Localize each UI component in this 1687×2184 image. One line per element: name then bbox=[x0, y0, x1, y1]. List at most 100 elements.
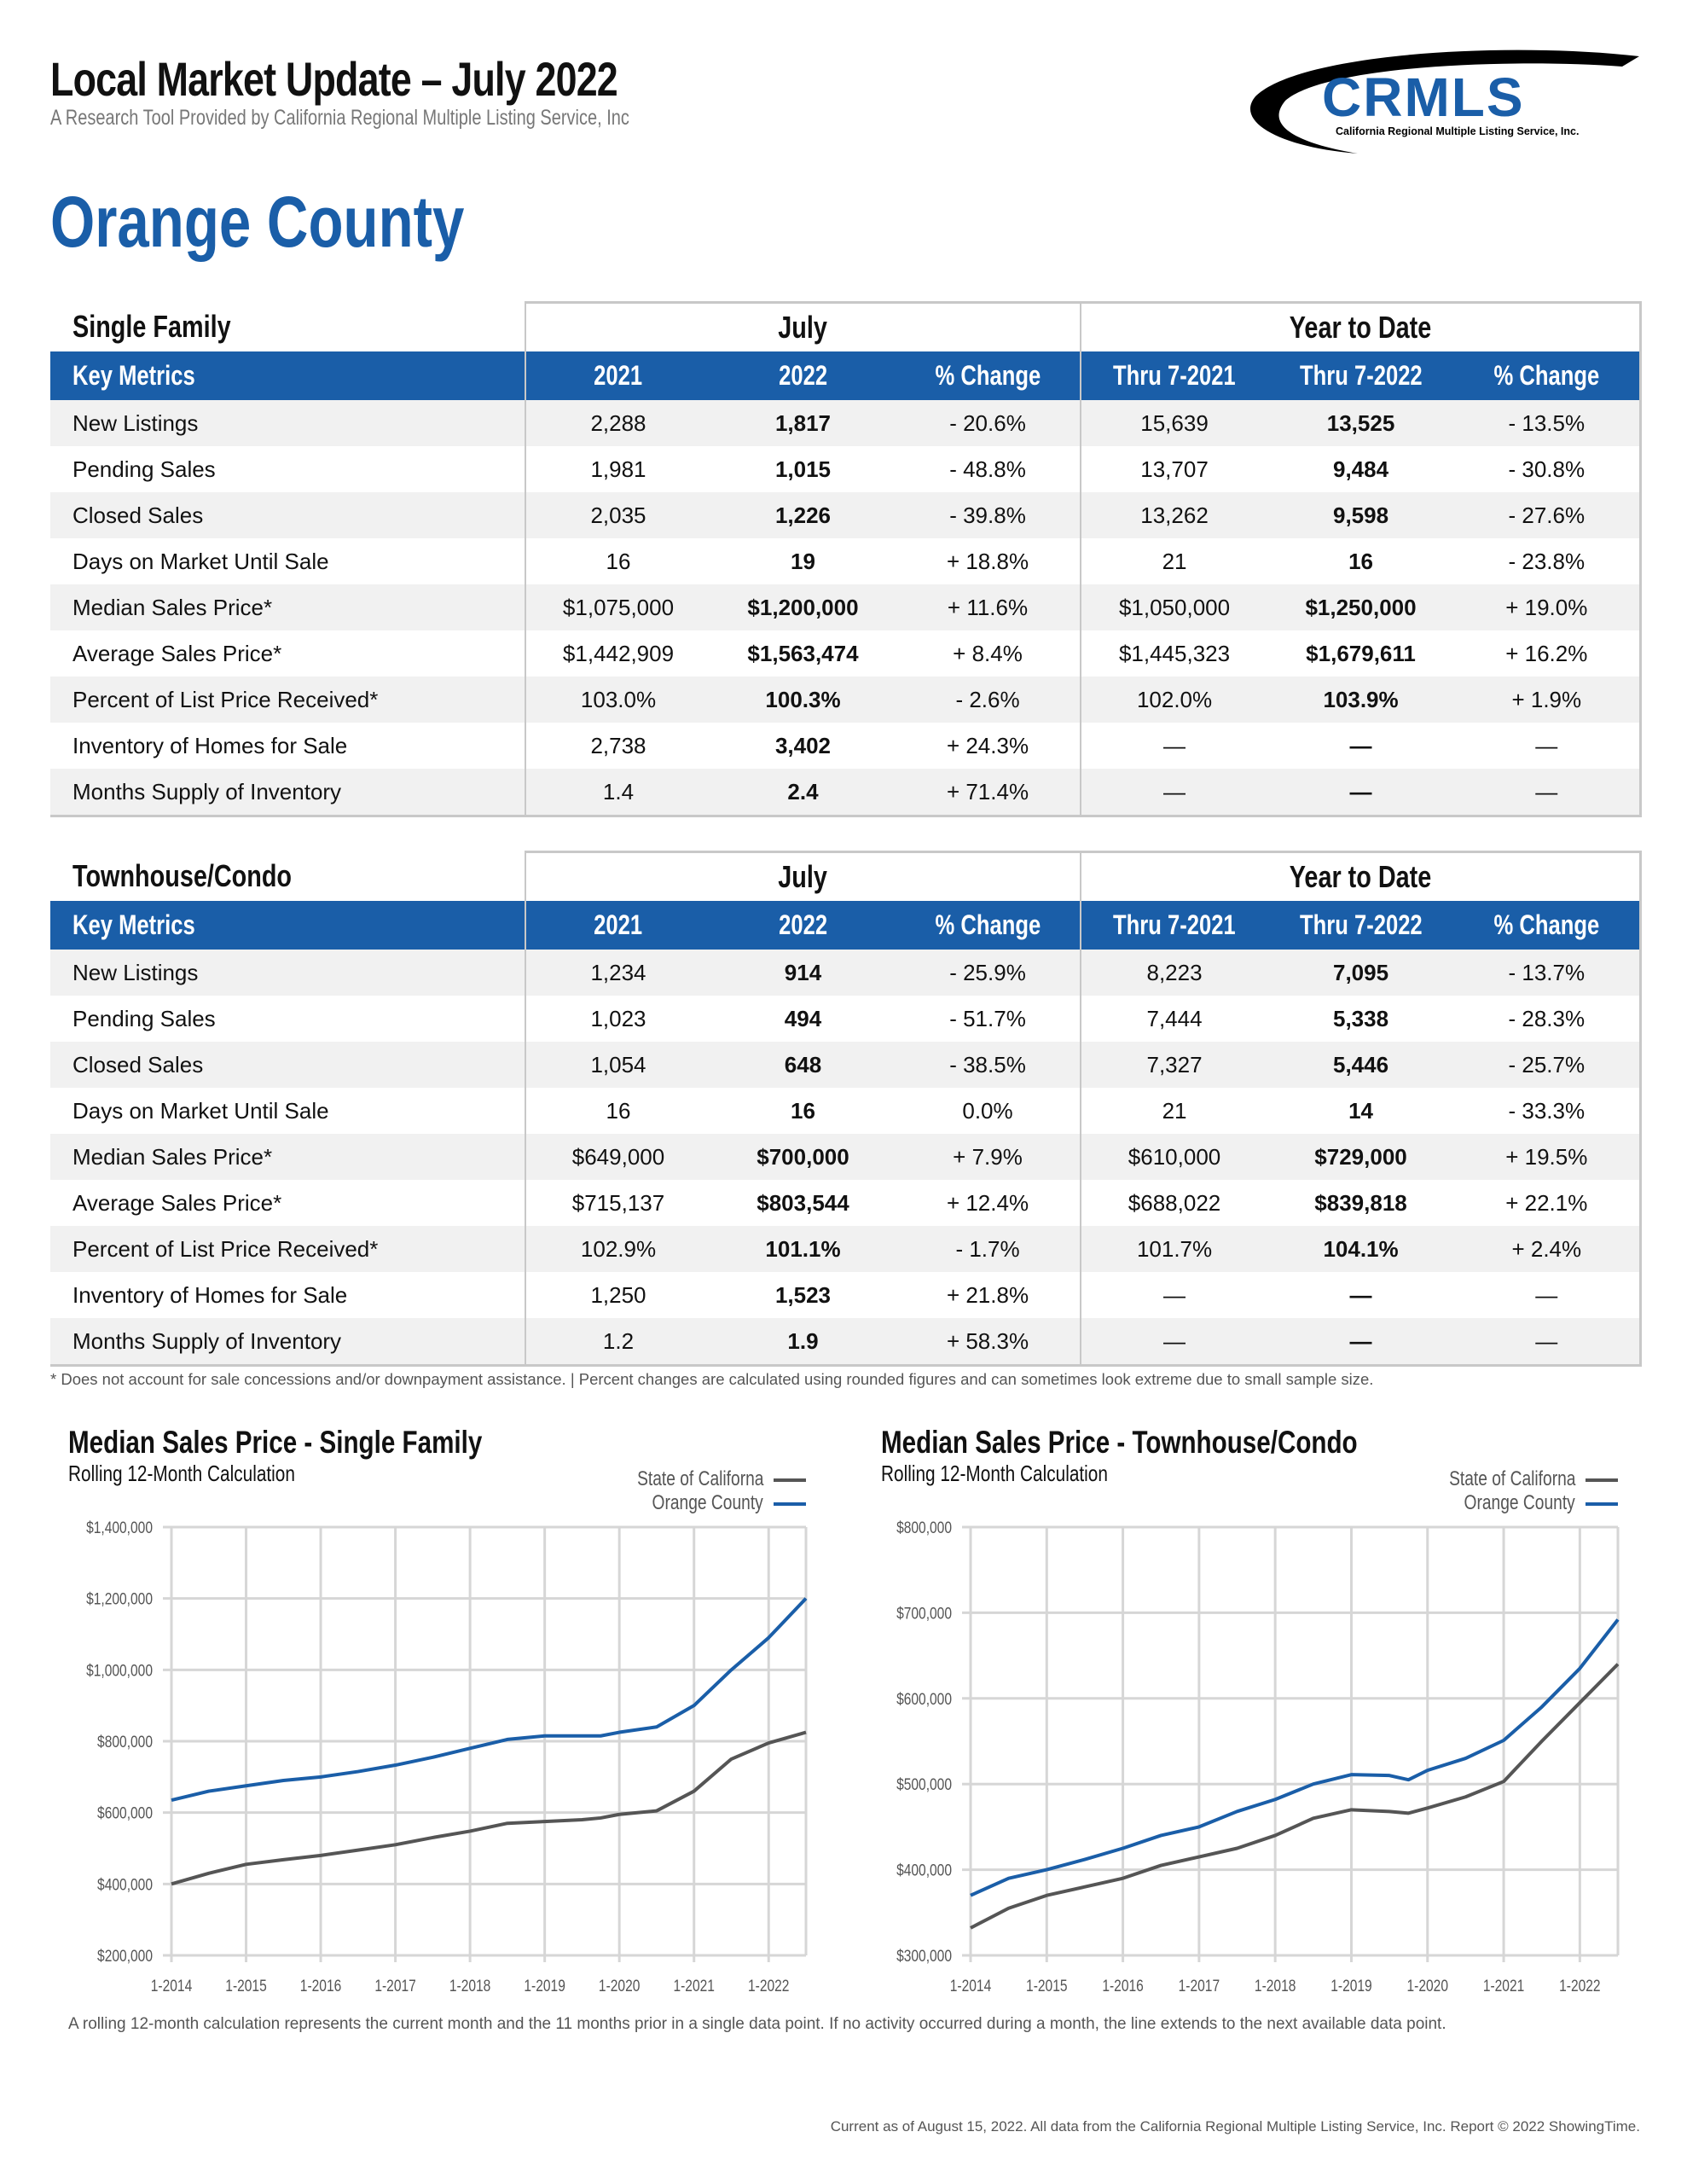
metric-value: 1,981 bbox=[525, 446, 710, 492]
table-row: Average Sales Price* $715,137 $803,544 + 12… bbox=[50, 1180, 1642, 1226]
table-row: Median Sales Price* $1,075,000 $1,200,000 +… bbox=[50, 584, 1642, 630]
metric-label: Percent of List Price Received* bbox=[50, 677, 525, 723]
metric-value: 2,288 bbox=[525, 400, 710, 446]
column-header-text: Thru 7-2021 bbox=[1113, 360, 1236, 391]
metric-value: 13,525 bbox=[1267, 400, 1455, 446]
metric-label: Months Supply of Inventory bbox=[50, 1318, 525, 1367]
metric-value: - 13.7% bbox=[1454, 950, 1642, 996]
x-tick-label: 1-2020 bbox=[599, 1977, 640, 1995]
legend-swatch bbox=[1586, 1502, 1618, 1506]
metric-value: 103.9% bbox=[1267, 677, 1455, 723]
metric-value: — bbox=[1454, 1318, 1642, 1367]
y-tick-label: $200,000 bbox=[97, 1947, 153, 1966]
table-row: Months Supply of Inventory 1.4 2.4 + 71.4% —… bbox=[50, 769, 1642, 817]
y-tick-label: $300,000 bbox=[896, 1947, 952, 1966]
metric-value: + 2.4% bbox=[1454, 1226, 1642, 1272]
metric-value: 16 bbox=[525, 1088, 710, 1134]
metric-value: 0.0% bbox=[962, 1097, 1013, 1124]
report-title: Local Market Update – July 2022 bbox=[50, 51, 759, 107]
column-header-text: % Change bbox=[1493, 360, 1600, 391]
legend-swatch bbox=[1586, 1478, 1618, 1482]
x-tick-label: 1-2015 bbox=[225, 1977, 266, 1995]
crmls-logo: CRMLS California Regional Multiple Listi… bbox=[1249, 49, 1639, 154]
table-row: New Listings 1,234 914- 25.9% 8,223 7,095- 1… bbox=[50, 950, 1642, 996]
metric-value: — bbox=[1454, 769, 1642, 817]
metric-label: Closed Sales bbox=[50, 492, 525, 538]
y-tick-label: $800,000 bbox=[896, 1519, 952, 1537]
column-header-text: % Change bbox=[1493, 909, 1600, 940]
category-text: Single Family bbox=[72, 309, 231, 345]
metric-value: — bbox=[1349, 1281, 1372, 1308]
logo-text: CRMLS bbox=[1322, 67, 1525, 128]
metric-value: - 48.8% bbox=[949, 456, 1026, 482]
report-subtitle: A Research Tool Provided by California R… bbox=[50, 106, 774, 131]
townhouse-condo-table: Townhouse/Condo July Year to Date Key Met… bbox=[50, 851, 1642, 1367]
metric-value: $1,250,000 bbox=[1267, 584, 1455, 630]
metric-value: 21 bbox=[1080, 538, 1268, 584]
legend-swatch bbox=[774, 1478, 806, 1482]
column-header-text: 2022 bbox=[779, 909, 827, 940]
metric-value: - 1.7% bbox=[896, 1226, 1081, 1272]
metric-value: $1,679,611 bbox=[1306, 640, 1416, 666]
table-row: Percent of List Price Received* 103.0% 100… bbox=[50, 677, 1642, 723]
column-header-text: Thru 7-2022 bbox=[1299, 909, 1423, 940]
chart-subtitle-text: Rolling 12-Month Calculation bbox=[881, 1461, 1108, 1486]
metric-value: - 27.6% bbox=[1454, 492, 1642, 538]
metric-value: + 8.4% bbox=[953, 640, 1023, 666]
metric-label: Percent of List Price Received* bbox=[50, 1226, 525, 1272]
column-header: % Change bbox=[896, 901, 1081, 950]
column-header: 2021 bbox=[525, 351, 710, 400]
metric-value: - 23.8% bbox=[1454, 538, 1642, 584]
x-tick-label: 1-2020 bbox=[1407, 1977, 1448, 1995]
table-row: Pending Sales 1,023 494 - 51.7% 7,444 5,338 - … bbox=[50, 996, 1642, 1042]
chart-plot: $300,000 $400,000 $500,000 $600,000 $700,000… bbox=[896, 1519, 1620, 1995]
metric-value: - 25.9% bbox=[896, 950, 1081, 996]
metric-value: 1,234 bbox=[525, 950, 710, 996]
y-tick-label: $1,200,000 bbox=[86, 1589, 153, 1608]
region-title: Orange County bbox=[50, 181, 568, 264]
x-tick-label: 1-2022 bbox=[748, 1977, 789, 1995]
column-header: Thru 7-2022 bbox=[1267, 351, 1455, 400]
y-tick-label: $400,000 bbox=[97, 1875, 153, 1894]
column-header: 2022 bbox=[710, 351, 896, 400]
metric-value: 100.3% bbox=[710, 677, 896, 723]
y-tick-label: $700,000 bbox=[896, 1604, 952, 1623]
column-header: 2021 bbox=[525, 901, 710, 950]
chart-title-text: Median Sales Price - Single Family bbox=[68, 1425, 483, 1460]
column-header-text: Key Metrics bbox=[72, 360, 195, 391]
chart-townhouse-condo: Median Sales Price - Townhouse/Condo Rol… bbox=[802, 1416, 1620, 2013]
y-tick-label: $1,400,000 bbox=[86, 1519, 153, 1537]
metric-value: 1,817 bbox=[710, 400, 896, 446]
column-header-text: % Change bbox=[935, 360, 1041, 391]
column-header: Thru 7-2022 bbox=[1267, 901, 1455, 950]
metric-value: 16 bbox=[1348, 548, 1373, 574]
metric-value: - 33.3% bbox=[1454, 1088, 1642, 1134]
x-tick-label: 1-2022 bbox=[1559, 1977, 1600, 1995]
x-tick-label: 1-2015 bbox=[1026, 1977, 1067, 1995]
metric-value: 914 bbox=[710, 950, 896, 996]
metric-value: + 11.6% bbox=[896, 584, 1081, 630]
legend-item: State of Californa bbox=[0, 1467, 806, 1491]
metric-value: - 30.8% bbox=[1454, 446, 1642, 492]
table-row: Closed Sales 1,054 648- 38.5% 7,327 5,446- 2… bbox=[50, 1042, 1642, 1088]
metric-value: + 12.4% bbox=[946, 1189, 1029, 1216]
metric-value: $1,445,323 bbox=[1080, 630, 1268, 677]
series-line-state-of-californa bbox=[171, 1730, 807, 1886]
metric-value: 9,484 bbox=[1332, 456, 1389, 482]
metric-value: - 28.3% bbox=[1454, 996, 1642, 1042]
metric-value: + 19.0% bbox=[1454, 584, 1642, 630]
metric-value: — bbox=[1080, 723, 1268, 769]
category-label: Single Family bbox=[50, 303, 525, 352]
group-ytd: Year to Date bbox=[1080, 851, 1642, 901]
group-header-row: Townhouse/Condo July Year to Date bbox=[50, 851, 1642, 901]
category-text: Townhouse/Condo bbox=[72, 858, 293, 894]
x-tick-label: 1-2016 bbox=[300, 1977, 341, 1995]
series-line-orange-county bbox=[970, 1618, 1620, 1897]
x-tick-label: 1-2019 bbox=[524, 1977, 565, 1995]
legend-label: Orange County bbox=[652, 1491, 763, 1514]
y-tick-label: $400,000 bbox=[896, 1861, 952, 1879]
group-july: July bbox=[524, 301, 1081, 351]
metric-value: — bbox=[1454, 1272, 1642, 1318]
table-row: Inventory of Homes for Sale 1,250 1,523 + 2… bbox=[50, 1272, 1642, 1318]
group-ytd: Year to Date bbox=[1080, 301, 1642, 351]
